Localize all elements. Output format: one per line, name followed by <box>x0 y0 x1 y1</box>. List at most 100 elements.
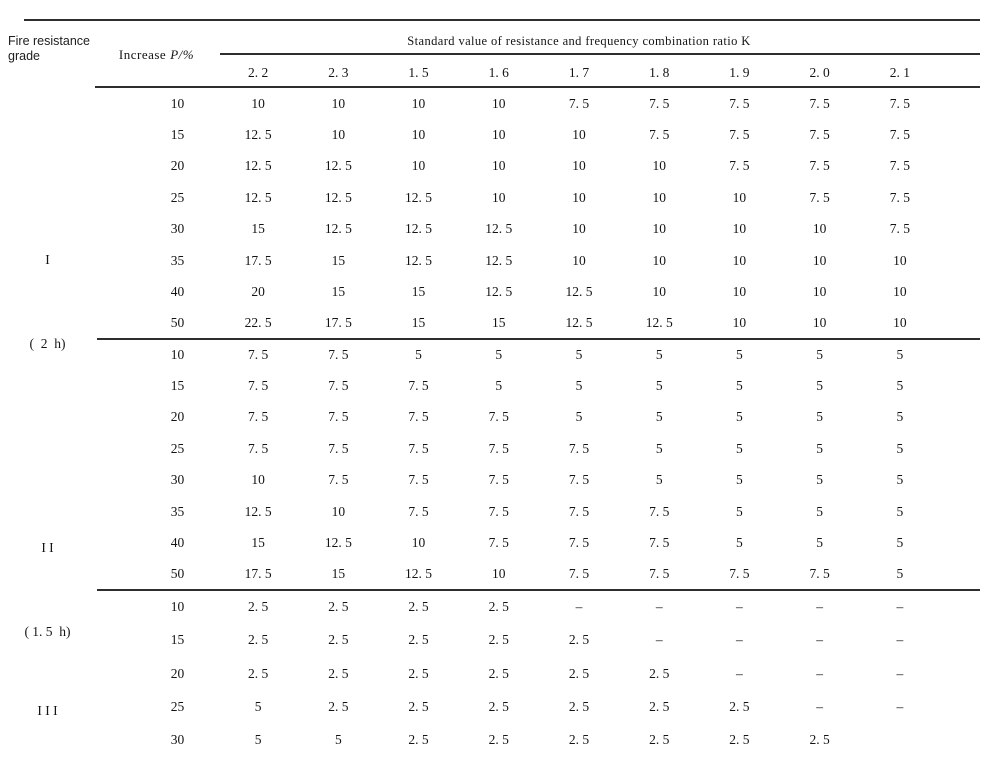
k-value-cell: 10 <box>732 252 747 268</box>
k-value-cell: 2. 5 <box>247 665 269 681</box>
k-value-cell: 2. 5 <box>408 732 429 748</box>
group-rows-grade-1: 10 10 10 10 10 7. 5 7. 5 7. 5 7. 5 7. 5 15 12. 5 10 1… <box>95 88 940 339</box>
k-value-cell: – <box>575 598 583 614</box>
k-value-cell: 5 <box>816 346 824 362</box>
k-value-cell: – <box>655 632 663 648</box>
k-value-cell: 7. 5 <box>809 127 830 143</box>
k-value-cell: 10 <box>492 127 506 143</box>
increase-value-cell: 10 <box>170 346 185 362</box>
k-value-cell: 15 <box>331 252 346 268</box>
k-value-cell: 7. 5 <box>809 95 830 111</box>
k-value-cell: 5 <box>495 346 503 362</box>
k-value-cell: 10 <box>732 315 747 331</box>
k-value-cell: 5 <box>896 472 904 488</box>
k-value-cell: 2. 5 <box>328 632 349 648</box>
k-value-cell: 7. 5 <box>649 503 670 519</box>
k-value-cell: – <box>736 632 743 648</box>
k-value-cell: 7. 5 <box>809 566 830 582</box>
k-value-cell: 7. 5 <box>568 534 590 550</box>
k-value-cell: 2. 5 <box>729 732 750 748</box>
increase-value-cell: 20 <box>170 665 185 681</box>
k-value-cell: 10 <box>652 158 666 174</box>
k-value-cell: – <box>655 598 663 614</box>
k-value-cell: 5 <box>896 440 904 456</box>
table-row: 30 5 5 2. 5 2. 5 2. 5 2. 5 2. 5 2. 5 <box>95 724 940 757</box>
table-row: 30 10 7. 5 7. 5 7. 5 7. 5 5 5 5 5 <box>95 465 940 496</box>
k-value-cell: 7. 5 <box>649 534 670 550</box>
k-value-cell: 10 <box>251 472 265 488</box>
increase-value-cell: 25 <box>170 698 185 714</box>
k-column-header-row: 2. 2 2. 3 1. 5 1. 6 1. 7 1. 8 1. 9 2. 0 2. 1 <box>218 61 940 85</box>
k-value-cell: 2. 5 <box>729 698 750 714</box>
k-value-cell: – <box>736 598 743 614</box>
k-value-cell: 12. 5 <box>324 189 352 205</box>
k-value-cell: – <box>896 698 904 714</box>
increase-value-cell: 10 <box>170 598 185 614</box>
increase-value-cell: 15 <box>170 632 185 648</box>
k-value-cell: 2. 5 <box>568 698 590 714</box>
grade-label-3: I I I ( 1. 0 h) <box>0 641 95 757</box>
increase-value-cell: 35 <box>170 252 185 268</box>
k-value-cell: 20 <box>251 283 265 299</box>
k-column-header: 2. 2 <box>247 65 269 80</box>
increase-value-cell: 30 <box>170 221 185 237</box>
k-value-cell: 5 <box>816 409 824 425</box>
increase-value-cell: 15 <box>170 127 185 143</box>
horizontal-rule-top <box>24 19 980 21</box>
k-value-cell: 2. 5 <box>408 632 429 648</box>
k-value-cell: 5 <box>736 346 743 362</box>
k-value-cell: 10 <box>492 566 506 582</box>
k-value-cell: 5 <box>415 346 422 362</box>
k-value-cell: 22. 5 <box>244 315 272 331</box>
k-column-header: 2. 1 <box>889 65 910 80</box>
k-value-cell: 12. 5 <box>485 252 513 268</box>
k-value-cell: 12. 5 <box>645 315 673 331</box>
k-value-cell: 2. 5 <box>328 598 349 614</box>
k-value-cell: 7. 5 <box>889 95 910 111</box>
k-value-cell: 12. 5 <box>405 566 433 582</box>
table-row: 10 10 10 10 10 7. 5 7. 5 7. 5 7. 5 7. 5 <box>95 88 940 119</box>
k-value-cell: – <box>816 632 824 648</box>
k-value-cell: 10 <box>492 158 506 174</box>
k-column-header: 1. 7 <box>568 65 590 80</box>
horizontal-rule-group2-end <box>97 589 980 591</box>
k-value-cell: 2. 5 <box>568 665 590 681</box>
k-value-cell: 2. 5 <box>488 698 509 714</box>
k-value-cell: 2. 5 <box>488 632 509 648</box>
k-value-cell: 7. 5 <box>488 472 509 488</box>
table-row: 40 15 12. 5 10 7. 5 7. 5 7. 5 5 5 5 <box>95 527 940 558</box>
table-row: 15 12. 5 10 10 10 10 7. 5 7. 5 7. 5 7. 5 <box>95 119 940 150</box>
k-value-cell: 5 <box>736 503 743 519</box>
increase-value-cell: 50 <box>170 566 185 582</box>
k-value-cell: 10 <box>572 189 586 205</box>
k-value-cell: 7. 5 <box>649 95 670 111</box>
k-value-cell: 10 <box>331 127 346 143</box>
grade-2-duration: ( 1. 5 h) <box>24 624 71 639</box>
increase-value-cell: 15 <box>170 378 185 394</box>
increase-column-header: Increase P/% <box>95 47 218 63</box>
k-value-cell: 5 <box>896 409 904 425</box>
k-value-cell: 5 <box>816 378 824 394</box>
k-value-cell: 5 <box>896 534 904 550</box>
group-rows-grade-2: 10 7. 5 7. 5 5 5 5 5 5 5 5 15 7. 5 7. 5 7. 5 5 5 5 5 5 5 20 7… <box>95 339 940 590</box>
k-value-cell: 5 <box>495 378 503 394</box>
increase-value-cell: 20 <box>170 158 185 174</box>
k-value-cell: 7. 5 <box>328 378 349 394</box>
k-value-cell: 12. 5 <box>405 221 433 237</box>
table-row: 25 5 2. 5 2. 5 2. 5 2. 5 2. 5 2. 5 – – <box>95 690 940 723</box>
corner-header-line1: Fire resistance <box>8 34 90 48</box>
k-value-cell: 7. 5 <box>568 440 590 456</box>
increase-value-cell: 30 <box>170 732 185 748</box>
k-value-cell: 2. 5 <box>568 732 590 748</box>
table-row: 35 17. 5 15 12. 5 12. 5 10 10 10 10 10 <box>95 245 940 276</box>
k-value-cell: 10 <box>572 221 586 237</box>
k-value-cell: 5 <box>816 440 824 456</box>
k-value-cell: 2. 5 <box>408 665 429 681</box>
k-value-cell: 5 <box>254 732 262 748</box>
k-value-cell: 12. 5 <box>324 158 352 174</box>
k-value-cell: 5 <box>736 440 743 456</box>
k-value-cell: 17. 5 <box>324 315 352 331</box>
k-value-cell: 2. 5 <box>328 698 349 714</box>
k-value-cell: 7. 5 <box>568 95 590 111</box>
